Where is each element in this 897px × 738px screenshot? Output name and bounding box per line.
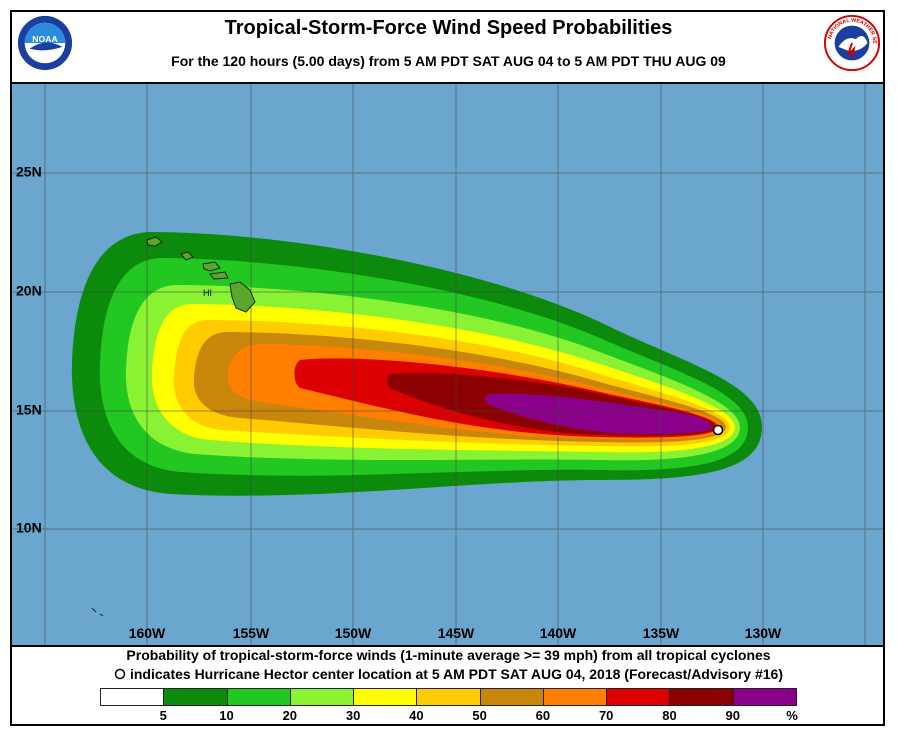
lon-label-135w: 135W — [643, 625, 680, 641]
caption-line-2-text: indicates Hurricane Hector center locati… — [129, 666, 784, 682]
open-circle-icon — [114, 668, 126, 680]
lon-label-130w: 130W — [745, 625, 782, 641]
lon-label-145w: 145W — [438, 625, 475, 641]
scale-label: % — [786, 708, 798, 723]
scale-label: 90 — [725, 708, 740, 723]
page-subtitle: For the 120 hours (5.00 days) from 5 AM … — [171, 53, 726, 69]
probability-map: HI 25N 20N 15N 10N 160W 155W 150W 145W 1… — [12, 82, 883, 647]
scale-label: 60 — [535, 708, 551, 723]
lat-label-20n: 20N — [16, 283, 42, 299]
graticule — [12, 84, 883, 645]
scale-swatch — [732, 688, 797, 706]
lon-label-140w: 140W — [540, 625, 577, 641]
lon-label-160w: 160W — [129, 625, 166, 641]
lon-label-150w: 150W — [335, 625, 372, 641]
map-canvas: HI 25N 20N 15N 10N 160W 155W 150W 145W 1… — [12, 84, 883, 645]
scale-swatch — [163, 688, 228, 706]
caption-line-2: indicates Hurricane Hector center locati… — [0, 666, 897, 682]
scale-swatch — [669, 688, 734, 706]
caption-line-1: Probability of tropical-storm-force wind… — [126, 647, 771, 663]
scale-label: 70 — [598, 708, 614, 723]
scale-label: 80 — [662, 708, 677, 723]
hawaii-islands — [146, 236, 256, 313]
scale-swatch — [100, 688, 165, 706]
lat-label-25n: 25N — [16, 164, 42, 180]
scale-swatch — [479, 688, 544, 706]
noaa-logo: NOAA — [17, 15, 73, 71]
scale-swatch — [416, 688, 481, 706]
scale-label: 20 — [282, 708, 298, 723]
noaa-logo-text: NOAA — [32, 34, 58, 44]
lat-label-10n: 10N — [16, 520, 42, 536]
scale-swatch — [289, 688, 355, 706]
scale-label: 50 — [472, 708, 487, 723]
scale-swatch — [353, 688, 418, 706]
probability-color-scale — [100, 688, 797, 706]
scale-swatch — [542, 688, 608, 706]
scale-swatch — [606, 688, 671, 706]
probability-scale-labels: 5 10 20 30 40 50 60 70 80 90% — [0, 708, 897, 724]
page-title: Tropical-Storm-Force Wind Speed Probabil… — [224, 17, 673, 39]
island-label: HI — [203, 288, 212, 298]
lat-label-15n: 15N — [16, 402, 42, 418]
lon-label-155w: 155W — [233, 625, 270, 641]
scale-swatch — [226, 688, 291, 706]
nws-logo: NATIONAL WEATHER SERVICE — [823, 14, 881, 72]
swath-90-plus — [485, 393, 712, 434]
scale-label: 5 — [159, 708, 167, 723]
scale-label: 10 — [219, 708, 234, 723]
scale-label: 40 — [409, 708, 424, 723]
storm-center-marker — [712, 424, 724, 436]
scale-label: 30 — [345, 708, 361, 723]
small-islets — [91, 607, 104, 617]
